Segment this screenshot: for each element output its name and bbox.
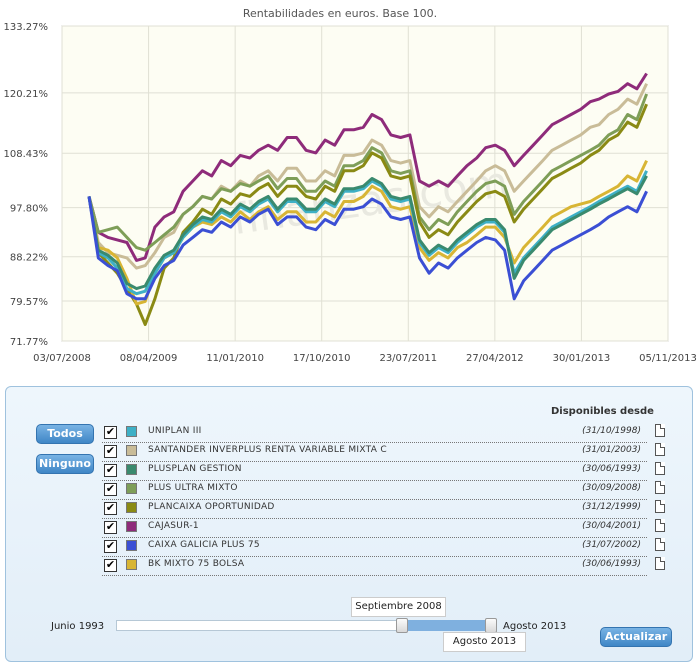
fund-date: (31/07/2002) xyxy=(582,540,641,550)
y-tick-label: 108.43% xyxy=(4,149,49,160)
fund-name: CAJASUR-1 xyxy=(148,521,199,531)
fund-color-swatch xyxy=(126,540,137,551)
date-range-selection xyxy=(404,620,488,631)
fund-checkbox[interactable]: ✔ xyxy=(104,463,117,477)
fund-row: ✔ SANTANDER INVERPLUS RENTA VARIABLE MIX… xyxy=(102,442,665,462)
range-start-handle[interactable] xyxy=(396,618,408,633)
range-end-tooltip: Agosto 2013 xyxy=(443,632,526,652)
fund-date: (30/04/2001) xyxy=(582,521,641,531)
fund-row: ✔ BK MIXTO 75 BOLSA (30/06/1993) xyxy=(102,556,665,576)
fund-date: (31/01/2003) xyxy=(582,445,641,455)
y-tick-label: 120.21% xyxy=(4,89,49,100)
select-all-button[interactable]: Todos xyxy=(36,424,94,444)
series-line xyxy=(87,93,649,252)
fund-row: ✔ PLUSPLAN GESTION (30/06/1993) xyxy=(102,461,665,481)
fund-checkbox[interactable]: ✔ xyxy=(104,425,117,439)
x-tick-label: 23/07/2011 xyxy=(379,353,437,364)
document-icon[interactable] xyxy=(655,481,665,494)
x-tick-label: 27/04/2012 xyxy=(466,353,524,364)
fund-color-swatch xyxy=(126,502,137,513)
fund-checkbox[interactable]: ✔ xyxy=(104,444,117,458)
x-tick-label: 30/01/2013 xyxy=(553,353,611,364)
document-icon[interactable] xyxy=(655,538,665,551)
series-line xyxy=(87,190,648,301)
document-icon[interactable] xyxy=(655,424,665,437)
fund-checkbox[interactable]: ✔ xyxy=(104,539,117,553)
x-tick-label: 17/10/2010 xyxy=(293,353,351,364)
x-tick-label: 08/04/2009 xyxy=(120,353,178,364)
range-start-tooltip: Septiembre 2008 xyxy=(351,597,446,617)
fund-name: PLANCAIXA OPORTUNIDAD xyxy=(148,502,275,512)
document-icon[interactable] xyxy=(655,500,665,513)
series-layer xyxy=(87,72,649,326)
range-min-label: Junio 1993 xyxy=(51,621,105,632)
document-icon[interactable] xyxy=(655,557,665,570)
fund-color-swatch xyxy=(126,445,137,456)
select-none-button[interactable]: Ninguno xyxy=(36,454,94,474)
fund-date: (31/10/1998) xyxy=(582,426,641,436)
document-icon[interactable] xyxy=(655,519,665,532)
fund-row: ✔ PLANCAIXA OPORTUNIDAD (31/12/1999) xyxy=(102,499,665,519)
fund-color-swatch xyxy=(126,483,137,494)
x-tick-label: 11/01/2010 xyxy=(206,353,264,364)
fund-checkbox[interactable]: ✔ xyxy=(104,501,117,515)
fund-color-swatch xyxy=(126,559,137,570)
fund-checkbox[interactable]: ✔ xyxy=(104,558,117,572)
grid-layer xyxy=(61,25,669,342)
series-line xyxy=(87,72,648,262)
fund-name: SANTANDER INVERPLUS RENTA VARIABLE MIXTA… xyxy=(148,445,387,455)
fund-name: BK MIXTO 75 BOLSA xyxy=(148,559,245,569)
fund-name: PLUS ULTRA MIXTO xyxy=(148,483,238,493)
update-button[interactable]: Actualizar xyxy=(600,627,672,647)
series-line xyxy=(87,175,648,291)
document-icon[interactable] xyxy=(655,462,665,475)
x-axis: 03/07/2008 08/04/2009 11/01/2010 17/10/2010… xyxy=(33,353,697,364)
fund-row: ✔ CAJASUR-1 (30/04/2001) xyxy=(102,518,665,538)
fund-row: ✔ PLUS ULTRA MIXTO (30/09/2008) xyxy=(102,480,665,500)
document-icon[interactable] xyxy=(655,443,665,456)
fund-row: ✔ UNIPLAN III (31/10/1998) xyxy=(102,423,665,443)
fund-date: (30/09/2008) xyxy=(582,483,641,493)
range-max-label: Agosto 2013 xyxy=(503,621,567,632)
fund-date: (30/06/1993) xyxy=(582,559,641,569)
x-tick-label: 05/11/2013 xyxy=(639,353,697,364)
fund-date: (30/06/1993) xyxy=(582,464,641,474)
fund-date: (31/12/1999) xyxy=(582,502,641,512)
y-tick-label: 97.80% xyxy=(10,204,48,215)
fund-name: UNIPLAN III xyxy=(148,426,202,436)
performance-chart: Rentabilidades en euros. Base 100. finan… xyxy=(4,7,697,364)
fund-name: CAIXA GALICIA PLUS 75 xyxy=(148,540,260,550)
y-tick-label: 79.57% xyxy=(10,297,48,308)
fund-name: PLUSPLAN GESTION xyxy=(148,464,242,474)
fund-color-swatch xyxy=(126,521,137,532)
fund-row: ✔ CAIXA GALICIA PLUS 75 (31/07/2002) xyxy=(102,537,665,557)
available-since-header: Disponibles desde xyxy=(551,406,654,417)
fund-checkbox[interactable]: ✔ xyxy=(104,482,117,496)
fund-checkbox[interactable]: ✔ xyxy=(104,520,117,534)
fund-color-swatch xyxy=(126,464,137,475)
range-end-handle[interactable] xyxy=(485,618,497,633)
x-tick-label: 03/07/2008 xyxy=(33,353,91,364)
chart-title: Rentabilidades en euros. Base 100. xyxy=(243,7,437,20)
y-tick-label: 71.77% xyxy=(10,337,48,348)
y-axis: 133.27% 120.21% 108.43% 97.80% 88.22% 79.57% 7… xyxy=(4,22,49,348)
fund-selector-panel: Todos Ninguno Disponibles desde ✔ UNIPLA… xyxy=(5,386,693,662)
y-tick-label: 133.27% xyxy=(4,22,49,33)
y-tick-label: 88.22% xyxy=(10,253,48,264)
fund-color-swatch xyxy=(126,426,137,437)
